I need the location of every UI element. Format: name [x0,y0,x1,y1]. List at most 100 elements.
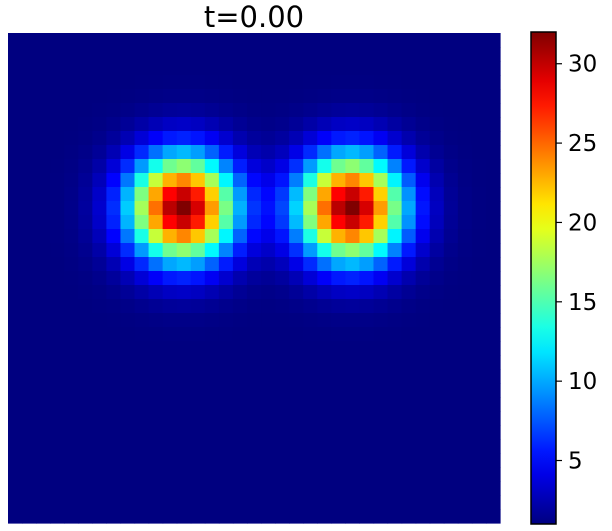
heatmap-cell [387,495,403,510]
heatmap-cell [78,383,93,398]
heatmap-cell [246,215,262,230]
heatmap-cell [345,285,361,300]
heatmap-cell [471,159,487,174]
heatmap-cell [317,131,332,146]
heatmap-cell [485,271,501,286]
heatmap-cell [190,131,206,146]
heatmap-cell [134,257,150,272]
heatmap-cell [289,341,304,356]
heatmap-cell [50,33,65,48]
heatmap-cell [443,411,459,426]
heatmap-cell [261,61,276,76]
heatmap-cell [289,495,304,510]
heatmap-cell [401,117,417,132]
heatmap-cell [218,453,234,468]
heatmap-cell [261,453,276,468]
heatmap-cell [373,313,389,328]
heatmap-cell [415,215,431,230]
heatmap-cell [120,369,136,384]
heatmap-cell [345,229,361,244]
heatmap-cell [415,299,431,314]
heatmap-cell [457,327,473,342]
heatmap-cell [8,159,23,174]
heatmap-cell [275,467,290,482]
heatmap-cell [289,355,304,370]
heatmap-cell [36,187,51,202]
heatmap-cell [303,425,318,440]
heatmap-cell [261,509,276,524]
heatmap-cell [345,131,361,146]
heatmap-cell [359,173,375,188]
heatmap-cell [190,271,206,286]
heatmap-cell [176,397,192,412]
heatmap-cell [303,33,318,48]
heatmap-cell [36,383,51,398]
heatmap-cell [359,397,375,412]
heatmap-cell [387,159,403,174]
heatmap-cell [359,257,375,272]
heatmap-cell [106,75,122,90]
heatmap-cell [261,75,276,90]
heatmap-cell [246,439,262,454]
heatmap-cell [22,439,37,454]
heatmap-cell [359,215,375,230]
heatmap-cell [176,313,192,328]
heatmap-cell [345,411,361,426]
heatmap-cell [204,453,220,468]
heatmap-cell [345,481,361,496]
heatmap-cell [22,411,37,426]
heatmap-cell [345,299,361,314]
heatmap-cell [92,411,107,426]
heatmap-cell [415,201,431,216]
heatmap-cell [120,103,136,118]
colorbar-gradient [530,31,557,525]
heatmap-cell [261,411,276,426]
heatmap-cell [190,327,206,342]
heatmap-cell [8,285,23,300]
heatmap-cell [162,313,178,328]
heatmap-cell [190,299,206,314]
heatmap-cell [429,453,445,468]
heatmap-cell [218,89,234,104]
heatmap-cell [92,425,107,440]
heatmap-cell [471,285,487,300]
heatmap-cell [134,103,150,118]
heatmap-cell [429,257,445,272]
heatmap-cell [204,201,220,216]
heatmap-cell [246,383,262,398]
heatmap-cell [232,89,248,104]
heatmap-cell [22,243,37,258]
heatmap-cell [331,47,346,62]
heatmap-cell [345,341,361,356]
heatmap-cell [317,495,332,510]
heatmap-cell [289,299,304,314]
heatmap-cell [64,159,79,174]
heatmap-cell [134,243,150,258]
heatmap-cell [162,145,178,160]
heatmap-cell [246,327,262,342]
heatmap-cell [232,481,248,496]
heatmap-cell [331,215,346,230]
heatmap-cell [78,75,93,90]
heatmap-cell [190,215,206,230]
heatmap-cell [471,425,487,440]
heatmap-cell [64,187,79,202]
heatmap-cell [8,243,23,258]
heatmap-cell [190,117,206,132]
heatmap-cell [289,243,304,258]
heatmap-cell [303,131,318,146]
heatmap-cell [64,117,79,132]
heatmap-cell [331,173,346,188]
heatmap-cell [415,439,431,454]
colorbar-tick-label: 20 [568,210,597,236]
heatmap-cell [22,453,37,468]
heatmap-cell [387,397,403,412]
heatmap-cell [8,467,23,482]
heatmap-cell [78,411,93,426]
heatmap-cell [92,33,107,48]
heatmap-cell [148,103,164,118]
heatmap-cell [64,439,79,454]
colorbar-tick-label: 25 [568,131,597,157]
heatmap-cell [289,117,304,132]
heatmap-cell [331,355,346,370]
